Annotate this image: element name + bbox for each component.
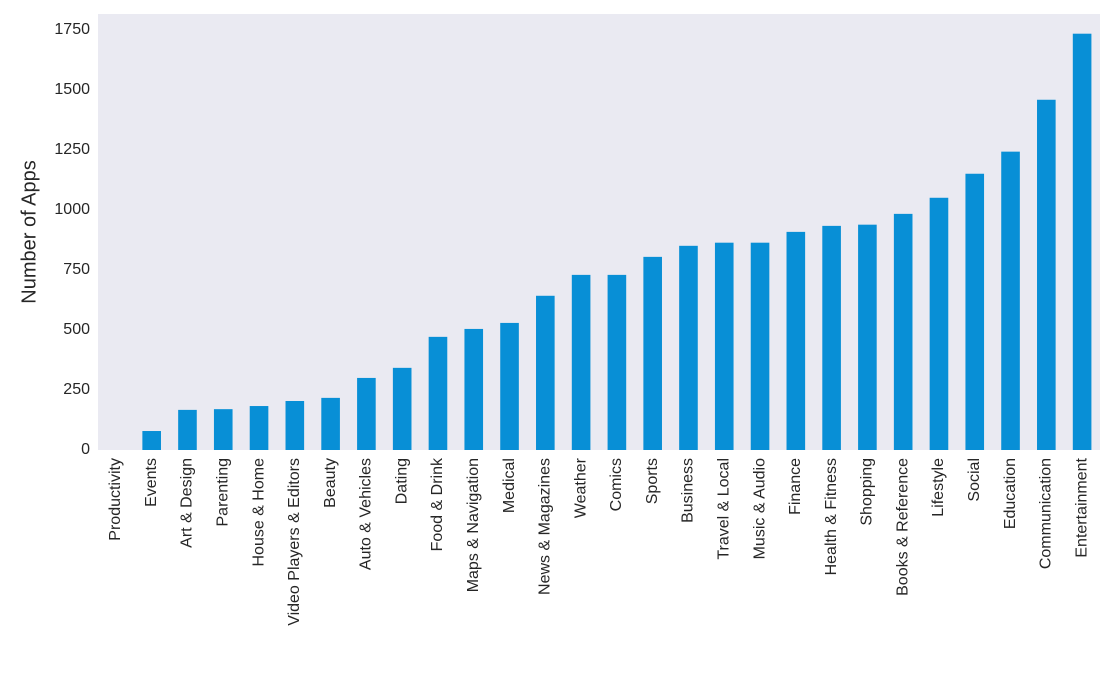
x-tick-label: Video Players & Editors [286, 458, 303, 626]
x-tick-label: Maps & Navigation [465, 458, 482, 592]
y-tick-label: 1250 [54, 141, 90, 158]
x-tick-label: Communication [1038, 458, 1055, 569]
x-tick-label: Dating [393, 458, 410, 504]
x-tick-label: House & Home [250, 458, 267, 567]
y-tick-label: 0 [81, 441, 90, 458]
bar [321, 397, 340, 450]
bar [285, 400, 305, 450]
x-tick-label: Sports [644, 458, 661, 504]
x-tick-label: Health & Fitness [823, 458, 840, 575]
bar [822, 225, 841, 450]
x-tick-label: Weather [572, 457, 589, 518]
bar [893, 213, 913, 450]
y-tick-label: 1500 [54, 81, 90, 98]
y-tick-label: 500 [63, 321, 90, 338]
x-tick-label: Music & Audio [751, 458, 768, 559]
bar [249, 406, 269, 450]
x-tick-label: Books & Reference [894, 458, 911, 596]
y-tick-label: 1000 [54, 201, 90, 218]
bar [464, 328, 484, 450]
bar [571, 274, 591, 450]
bar [1001, 151, 1020, 450]
bar [392, 367, 412, 450]
bar [142, 431, 161, 450]
x-tick-label: Art & Design [179, 458, 196, 548]
x-tick-label: Lifestyle [930, 458, 947, 517]
x-tick-label: Shopping [859, 458, 876, 526]
bar [1072, 33, 1092, 451]
bar [607, 274, 627, 450]
bar [1037, 99, 1056, 451]
x-tick-label: Productivity [107, 458, 124, 541]
x-tick-label: Beauty [322, 458, 339, 508]
x-tick-label: Travel & Local [715, 458, 732, 560]
bar [357, 377, 376, 450]
x-tick-label: Social [966, 458, 983, 502]
plot-area [98, 14, 1100, 450]
x-tick-label: Business [680, 458, 697, 523]
bar [714, 242, 734, 450]
x-tick-label: Medical [501, 458, 518, 513]
bar [679, 245, 698, 450]
bar [965, 173, 985, 450]
bar [536, 295, 555, 450]
y-tick-label: 1750 [54, 21, 90, 38]
bar [428, 336, 448, 450]
x-tick-label: Events [143, 458, 160, 507]
x-tick-label: Food & Drink [429, 457, 446, 551]
x-tick-label: Comics [608, 458, 625, 511]
y-tick-label: 750 [63, 261, 90, 278]
x-tick-label: Education [1002, 458, 1019, 529]
x-tick-label: Entertainment [1073, 457, 1090, 557]
x-tick-label: Parenting [214, 458, 231, 527]
bar [750, 242, 770, 450]
x-tick-label: Auto & Vehicles [358, 458, 375, 570]
y-axis-label: Number of Apps [18, 160, 40, 303]
x-tick-label: Finance [787, 458, 804, 515]
bar [786, 231, 806, 450]
bar [929, 197, 949, 450]
bar [213, 409, 233, 450]
x-tick-label: News & Magazines [537, 458, 554, 595]
bar [178, 409, 197, 450]
y-tick-label: 250 [63, 381, 90, 398]
bar [500, 322, 519, 450]
bar [858, 224, 877, 450]
bar [643, 256, 662, 450]
